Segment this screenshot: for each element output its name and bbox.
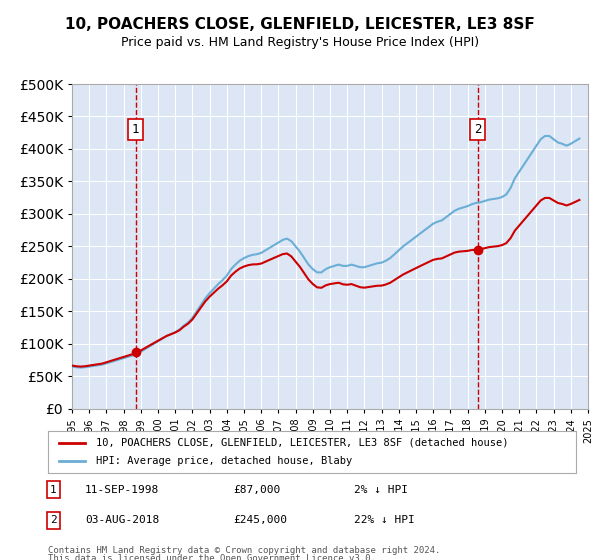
Text: 1: 1 [132, 123, 139, 136]
Text: 2: 2 [474, 123, 482, 136]
Text: This data is licensed under the Open Government Licence v3.0.: This data is licensed under the Open Gov… [48, 554, 376, 560]
Text: £245,000: £245,000 [233, 515, 287, 525]
Text: 03-AUG-2018: 03-AUG-2018 [85, 515, 159, 525]
Text: 11-SEP-1998: 11-SEP-1998 [85, 484, 159, 494]
Text: 1: 1 [50, 484, 56, 494]
Text: £87,000: £87,000 [233, 484, 280, 494]
Text: 10, POACHERS CLOSE, GLENFIELD, LEICESTER, LE3 8SF: 10, POACHERS CLOSE, GLENFIELD, LEICESTER… [65, 17, 535, 32]
Text: HPI: Average price, detached house, Blaby: HPI: Average price, detached house, Blab… [95, 456, 352, 466]
Text: 2% ↓ HPI: 2% ↓ HPI [354, 484, 408, 494]
Text: 2: 2 [50, 515, 56, 525]
Text: Contains HM Land Registry data © Crown copyright and database right 2024.: Contains HM Land Registry data © Crown c… [48, 546, 440, 555]
Text: Price paid vs. HM Land Registry's House Price Index (HPI): Price paid vs. HM Land Registry's House … [121, 36, 479, 49]
Text: 10, POACHERS CLOSE, GLENFIELD, LEICESTER, LE3 8SF (detached house): 10, POACHERS CLOSE, GLENFIELD, LEICESTER… [95, 438, 508, 448]
Text: 22% ↓ HPI: 22% ↓ HPI [354, 515, 415, 525]
